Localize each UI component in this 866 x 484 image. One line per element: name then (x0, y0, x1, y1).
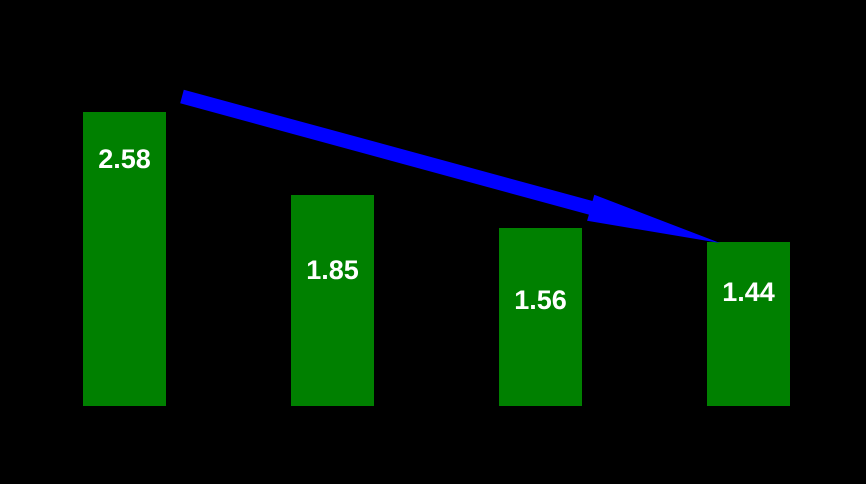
bar-value-label: 1.85 (306, 255, 359, 285)
bar-2: 1.85 (291, 195, 374, 406)
bar-4: 1.44 (707, 242, 790, 406)
bar-1: 2.58 (83, 112, 166, 406)
bar-3: 1.56 (499, 228, 582, 406)
bar-value-label: 1.44 (722, 277, 775, 307)
bar-value-label: 2.58 (98, 144, 151, 174)
bar-value-label: 1.56 (514, 285, 567, 315)
